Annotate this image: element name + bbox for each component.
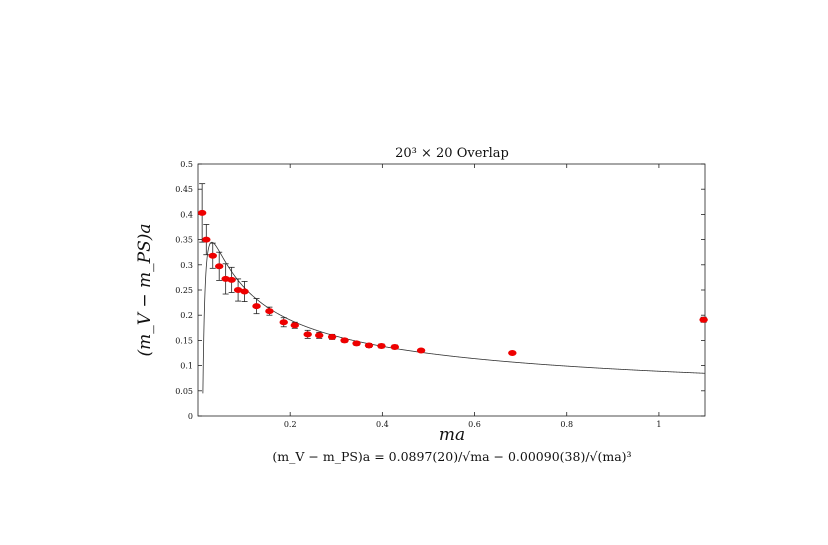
point-marker [290,322,299,329]
data-point [390,343,400,350]
plot-frame [197,163,706,417]
point-marker [240,288,249,295]
data-point [377,342,386,349]
data-point [197,183,207,243]
x-tick-label: 0.6 [468,420,481,429]
point-marker [340,337,349,344]
point-marker [303,331,312,338]
data-point [340,337,349,344]
data-point [208,242,217,269]
point-marker [390,343,400,350]
point-marker [508,350,517,356]
data-point [202,224,211,256]
y-tick-label: 0.2 [180,311,193,320]
y-tick-label: 0.1 [180,362,193,371]
fit-formula: (m_V − m_PS)a = 0.0897(20)/√ma − 0.00090… [272,449,631,464]
fit-curve [202,241,706,394]
data-point [352,340,361,347]
point-marker [315,332,324,339]
y-tick-label: 0.4 [180,210,193,219]
y-tick-label: 0.3 [180,261,193,270]
data-point [279,317,288,328]
point-marker [227,276,236,283]
data-point [303,329,312,339]
point-marker [252,303,261,310]
x-tick-label: 0.8 [560,420,573,429]
y-axis-label: (m_V − m_PS)a [135,223,155,356]
data-point [215,251,224,281]
y-axis: 0 0.05 0.1 0.15 0.2 0.25 0.3 0.35 0.4 0.45 0.5 [175,160,705,421]
y-tick-label: 0.15 [175,336,193,345]
data-point [252,298,261,315]
data-point [699,316,708,323]
point-marker [197,209,207,216]
point-marker [265,308,274,315]
y-tick-label: 0.35 [175,236,193,245]
data-point [364,342,374,349]
x-tick-label: 0.4 [376,420,389,429]
point-marker [279,319,288,326]
point-marker [215,263,224,270]
point-marker [699,316,708,323]
point-marker [364,342,374,349]
data-point [416,347,426,354]
data-point [233,278,243,302]
x-axis: 0.2 0.4 0.6 0.8 1 [284,164,661,429]
point-marker [327,333,337,340]
data-point [265,306,274,316]
point-marker [416,347,426,354]
data-point [227,266,236,293]
y-tick-label: 0 [188,412,193,421]
x-tick-label: 0.2 [284,420,297,429]
data-points [197,183,708,356]
data-point [290,321,299,329]
data-point [221,263,230,295]
data-point [327,333,337,340]
y-tick-label: 0.25 [175,286,193,295]
x-tick-label: 1 [656,420,661,429]
x-axis-label: ma [439,425,465,445]
data-point [240,281,249,302]
chart-title: 20³ × 20 Overlap [395,146,509,161]
y-tick-label: 0.45 [175,185,193,194]
point-marker [233,287,243,293]
data-point [508,350,517,356]
point-marker [377,342,386,349]
point-marker [202,236,211,243]
data-point [315,331,324,339]
point-marker [208,252,217,259]
point-marker [352,340,361,347]
y-tick-label: 0.5 [180,160,193,169]
y-tick-label: 0.05 [175,387,193,396]
